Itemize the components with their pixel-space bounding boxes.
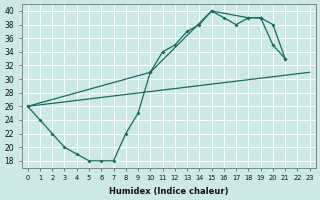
X-axis label: Humidex (Indice chaleur): Humidex (Indice chaleur) [109, 187, 228, 196]
